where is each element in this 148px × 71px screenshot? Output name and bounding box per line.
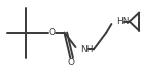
Text: O: O	[68, 58, 75, 67]
Text: HN: HN	[116, 17, 130, 26]
Text: O: O	[49, 28, 56, 37]
Text: NH: NH	[81, 45, 94, 54]
